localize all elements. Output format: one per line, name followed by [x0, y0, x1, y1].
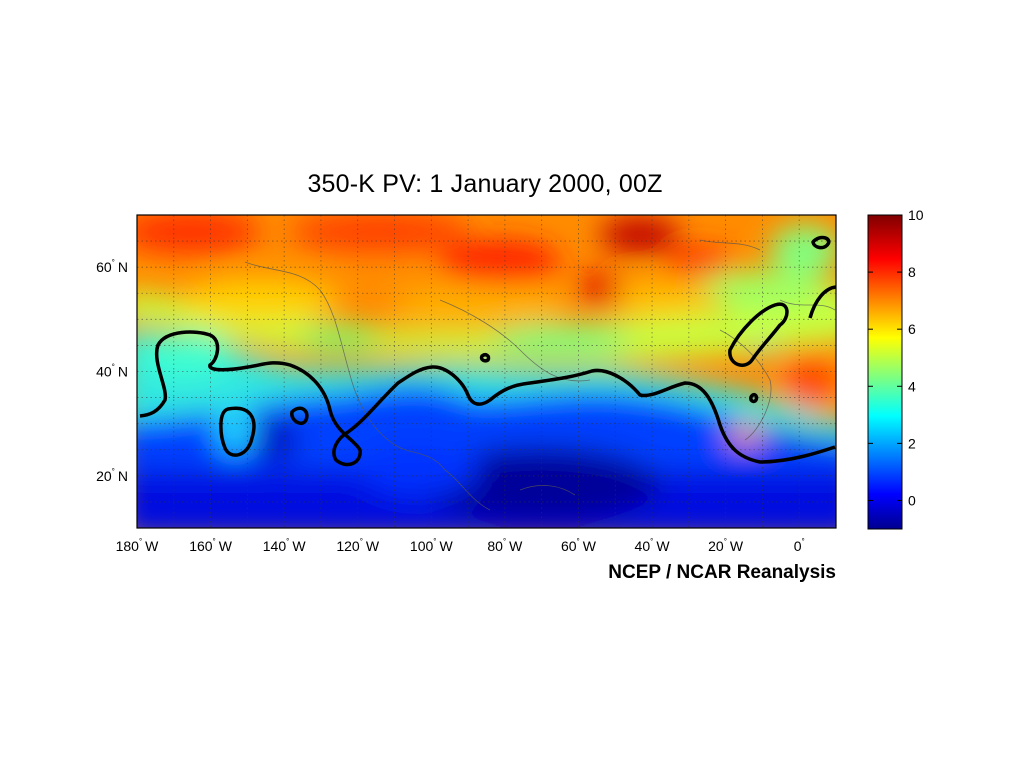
colorbar-ticks: 0 2 4 6 8 10 — [868, 207, 924, 508]
colorbar-tick-label: 6 — [908, 321, 916, 337]
x-tick-label: 0° — [794, 537, 805, 554]
y-tick-label: 20° N — [96, 467, 128, 484]
colorbar-tick-label: 0 — [908, 492, 916, 508]
x-tick-label: 80° W — [487, 537, 523, 554]
heatmap-field — [137, 215, 836, 528]
colorbar-tick-label: 10 — [908, 207, 924, 223]
x-tick-label: 40° W — [635, 537, 671, 554]
chart-title: 350-K PV: 1 January 2000, 00Z — [307, 170, 663, 198]
closed-contour-b — [290, 406, 309, 425]
y-tick-label: 40° N — [96, 363, 128, 380]
main-contour — [139, 330, 836, 467]
pv-contour — [139, 235, 836, 467]
x-axis: 180° W 160° W 140° W 120° W 100° W 80° W 60° W 40° W 20°… — [116, 537, 805, 554]
x-tick-label: 20° W — [708, 537, 744, 554]
x-tick-label: 140° W — [263, 537, 307, 554]
closed-contour-f — [749, 392, 759, 404]
closed-contour-d — [808, 285, 836, 319]
closed-contour-e — [811, 235, 831, 250]
colorbar-tick-label: 4 — [908, 378, 916, 394]
colorbar-tick-label: 8 — [908, 264, 916, 280]
closed-contour-a — [219, 406, 256, 457]
data-source-credit: NCEP / NCAR Reanalysis — [608, 562, 836, 583]
x-tick-label: 100° W — [410, 537, 454, 554]
colorbar-ramp — [867, 214, 903, 530]
x-tick-label: 160° W — [189, 537, 233, 554]
x-tick-label: 120° W — [336, 537, 380, 554]
x-tick-label: 180° W — [116, 537, 160, 554]
x-tick-label: 60° W — [561, 537, 597, 554]
colorbar-tick-label: 2 — [908, 435, 916, 451]
plot-frame — [136, 214, 837, 529]
colorbar: 0 2 4 6 8 10 — [867, 207, 924, 530]
y-tick-label: 60° N — [96, 258, 128, 275]
closed-contour-g — [479, 353, 491, 363]
y-axis: 20° N 40° N 60° N — [96, 258, 128, 484]
closed-contour-c — [728, 302, 789, 367]
